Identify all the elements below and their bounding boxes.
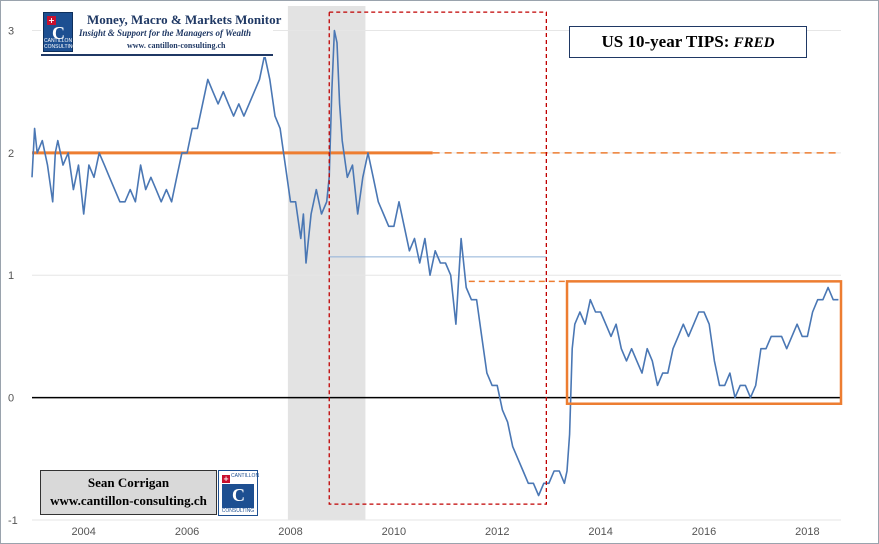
author-url: www.cantillon-consulting.ch <box>50 493 207 508</box>
y-tick-label: 1 <box>8 270 14 282</box>
plot-area <box>32 6 841 520</box>
x-tick-label: 2014 <box>588 526 612 538</box>
y-tick-label: 2 <box>8 148 14 160</box>
newsletter-url: www. cantillon-consulting.ch <box>127 41 226 50</box>
author-name: Sean Corrigan <box>87 475 170 490</box>
x-tick-label: 2008 <box>278 526 302 538</box>
chart-title: US 10-year TIPS: <box>601 32 730 51</box>
x-tick-label: 2012 <box>485 526 509 538</box>
author-box: Sean Corrigan www.cantillon-consulting.c… <box>40 470 217 515</box>
chart-source: FRED <box>733 35 775 51</box>
recession-band <box>287 6 366 520</box>
swiss-cross-icon: + <box>47 16 56 25</box>
cantillon-logo-small-icon: CANTILLON + C CONSULTING <box>218 470 259 516</box>
logo-caption: CANTILLON CONSULTING <box>44 38 77 50</box>
y-tick-label: 0 <box>8 393 14 405</box>
newsletter-tagline: Insight & Support for the Managers of We… <box>79 28 251 38</box>
x-tick-label: 2016 <box>692 526 716 538</box>
x-tick-label: 2018 <box>795 526 819 538</box>
chart-title-box: US 10-year TIPS: FRED <box>569 26 807 58</box>
y-tick-label: 3 <box>8 25 14 37</box>
swiss-cross-icon: + <box>222 475 230 483</box>
y-tick-label: -1 <box>8 515 18 527</box>
red-dashed-box <box>328 11 547 505</box>
x-tick-label: 2006 <box>175 526 199 538</box>
orange-range-box <box>565 280 843 405</box>
newsletter-title: Money, Macro & Markets Monitor <box>87 12 282 27</box>
x-tick-label: 2010 <box>382 526 406 538</box>
header-logo-block: + C CANTILLON CONSULTING Money, Macro & … <box>41 10 281 57</box>
tips-yield-line <box>31 29 839 497</box>
x-tick-label: 2004 <box>71 526 95 538</box>
header-rule <box>41 54 273 56</box>
cantillon-logo-icon: + C CANTILLON CONSULTING <box>43 12 77 52</box>
